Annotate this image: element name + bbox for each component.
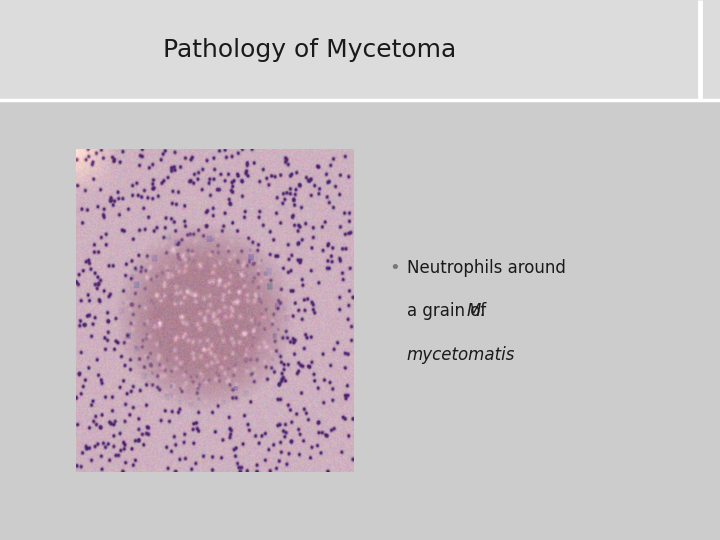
Text: M.: M. — [467, 302, 486, 320]
Text: a grain of: a grain of — [407, 302, 491, 320]
Text: Pathology of Mycetoma: Pathology of Mycetoma — [163, 38, 456, 62]
Text: •: • — [389, 259, 400, 277]
Text: mycetomatis: mycetomatis — [407, 346, 516, 363]
Text: Neutrophils around: Neutrophils around — [407, 259, 566, 277]
Bar — [0, 0, 720, 100]
Bar — [0, 100, 720, 540]
